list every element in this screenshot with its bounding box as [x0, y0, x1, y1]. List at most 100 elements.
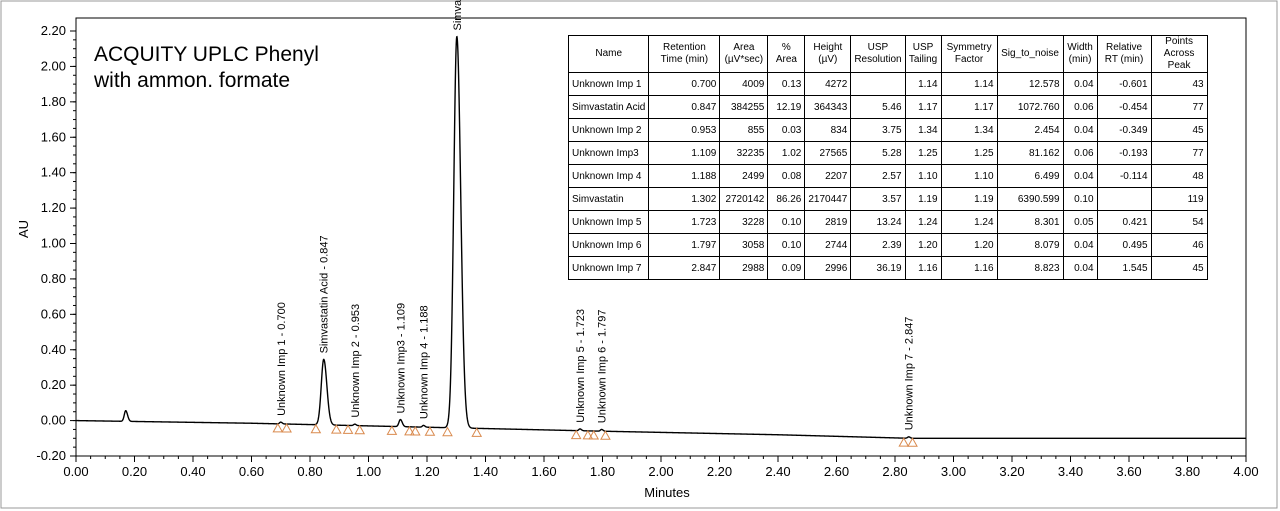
table-cell: 27565	[804, 141, 852, 165]
table-cell: 1.545	[1096, 256, 1152, 280]
table-row: Unknown Imp3 1.109 32235 1.02 27565 5.28 1.25 1…	[567, 141, 1208, 165]
table-cell: 1.19	[940, 187, 998, 211]
table-cell: 4009	[719, 72, 769, 96]
integration-marker	[354, 424, 366, 435]
table-row: Unknown Imp 2 0.953 855 0.03 834 3.75 1.34 1.34…	[567, 118, 1208, 142]
table-cell: 2996	[804, 256, 852, 280]
table-cell: 1072.760	[996, 95, 1064, 119]
table-cell: 1.302	[648, 187, 721, 211]
table-column-header: Width (min)	[1062, 35, 1098, 73]
table-cell: 1.25	[904, 141, 942, 165]
x-tick-label: 2.60	[824, 464, 849, 479]
integration-marker	[424, 426, 436, 436]
table-cell: 46	[1150, 233, 1208, 257]
chromatogram-trace	[75, 35, 1246, 439]
table-cell: 0.421	[1096, 210, 1152, 234]
table-cell: 0.10	[1062, 187, 1098, 211]
table-row: Simvastatin Acid 0.847 384255 12.19 364343 5.…	[567, 95, 1208, 119]
y-tick-label: 0.00	[41, 413, 66, 428]
table-cell: 8.823	[996, 256, 1064, 280]
peak-name-cell: Unknown Imp 7	[567, 256, 650, 280]
table-cell: 0.10	[767, 233, 806, 257]
table-column-header: Relative RT (min)	[1096, 35, 1152, 73]
table-header-row: Name Retention Time (min) Area (µV*sec)% A…	[567, 35, 1208, 73]
table-cell: 3.57	[850, 187, 906, 211]
peak-name-cell: Unknown Imp 1	[567, 72, 650, 96]
y-tick-label: 2.00	[41, 58, 66, 73]
peak-name-cell: Unknown Imp 4	[567, 164, 650, 188]
table-cell: 36.19	[850, 256, 906, 280]
table-cell: -0.349	[1096, 118, 1152, 142]
y-tick-label: 0.20	[41, 377, 66, 392]
table-cell: 0.04	[1062, 118, 1098, 142]
integration-marker	[907, 437, 918, 447]
y-tick-label: 1.80	[41, 94, 66, 109]
peak-label: Unknown Imp 1 - 0.700	[276, 302, 288, 416]
peak-label: Unknown Imp3 - 1.109	[395, 303, 407, 414]
table-cell: 54	[1150, 210, 1208, 234]
peak-name-cell: Simvastatin Acid	[567, 95, 650, 119]
table-column-header: Sig_to_noise	[996, 35, 1064, 73]
y-tick-label: -0.20	[36, 448, 66, 463]
table-cell: 384255	[719, 95, 769, 119]
table-cell: 77	[1150, 141, 1208, 165]
table-cell: 5.28	[850, 141, 906, 165]
table-cell: 364343	[804, 95, 852, 119]
x-tick-label: 3.20	[999, 464, 1024, 479]
axes: 0.00 0.20 0.40 0.60 0.80 1.00 1.20 1.40 1.60 1.80…	[36, 17, 1259, 479]
table-cell: 86.26	[767, 187, 806, 211]
table-cell: 1.16	[940, 256, 998, 280]
x-tick-label: 1.80	[590, 464, 615, 479]
peak-label: Unknown Imp 6 - 1.797	[597, 309, 609, 423]
table-cell: 4272	[804, 72, 852, 96]
y-tick-label: 1.60	[41, 129, 66, 144]
peak-name-cell: Unknown Imp3	[567, 141, 650, 165]
table-cell: 0.04	[1062, 72, 1098, 96]
annotation-line-2: with ammon. formate	[93, 69, 290, 92]
x-tick-label: 3.40	[1058, 464, 1083, 479]
table-cell: -0.454	[1096, 95, 1152, 119]
chromatogram-line	[75, 35, 1246, 439]
table-cell: 8.079	[996, 233, 1064, 257]
table-row: Unknown Imp 5 1.723 3228 0.10 2819 13.24 1.24 1…	[567, 210, 1208, 234]
table-cell: 13.24	[850, 210, 906, 234]
x-tick-label: 3.80	[1175, 464, 1200, 479]
table-cell: 32235	[719, 141, 769, 165]
table-cell: 1.34	[904, 118, 942, 142]
table-cell: 1.02	[767, 141, 806, 165]
table-cell: 0.13	[767, 72, 806, 96]
table-cell: 0.03	[767, 118, 806, 142]
table-row: Unknown Imp 7 2.847 2988 0.09 2996 36.19 1.16 1…	[567, 256, 1208, 280]
integration-marker	[600, 430, 611, 440]
table-cell: 81.162	[996, 141, 1064, 165]
table-column-header: Points Across Peak	[1150, 35, 1208, 73]
table-cell: 2.57	[850, 164, 906, 188]
table-cell: 1.14	[940, 72, 998, 96]
table-cell: 2720142	[719, 187, 769, 211]
table-cell: 1.20	[940, 233, 998, 257]
table-column-header: % Area	[767, 35, 806, 73]
table-cell: 1.188	[648, 164, 721, 188]
table-cell: 1.24	[904, 210, 942, 234]
peak-name-cell: Unknown Imp 5	[567, 210, 650, 234]
x-tick-label: 3.60	[1116, 464, 1141, 479]
table-cell: 1.14	[904, 72, 942, 96]
table-cell: 0.10	[767, 210, 806, 234]
table-cell: 1.34	[940, 118, 998, 142]
table-cell: 0.06	[1062, 95, 1098, 119]
x-tick-label: 2.40	[765, 464, 790, 479]
table-cell: 1.723	[648, 210, 721, 234]
x-tick-label: 3.00	[941, 464, 966, 479]
table-cell: 6.499	[996, 164, 1064, 188]
y-tick-label: 1.20	[41, 200, 66, 215]
table-cell: 2170447	[804, 187, 852, 211]
table-cell: 48	[1150, 164, 1208, 188]
table-cell: 5.46	[850, 95, 906, 119]
y-axis-title: AU	[16, 220, 31, 238]
table-cell: 0.700	[648, 72, 721, 96]
peak-results-table: Name Retention Time (min) Area (µV*sec)% A…	[567, 35, 1208, 280]
table-cell: 2.847	[648, 256, 721, 280]
table-cell: 1.109	[648, 141, 721, 165]
peak-name-cell: Unknown Imp 2	[567, 118, 650, 142]
integration-marker	[272, 422, 284, 433]
